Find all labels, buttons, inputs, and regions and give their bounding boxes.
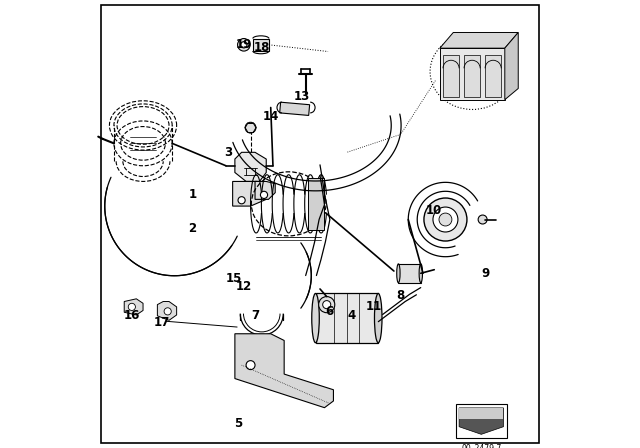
Circle shape bbox=[260, 191, 268, 198]
Circle shape bbox=[238, 197, 245, 204]
Polygon shape bbox=[459, 408, 504, 435]
Polygon shape bbox=[157, 302, 177, 320]
Polygon shape bbox=[232, 181, 266, 206]
Circle shape bbox=[128, 303, 136, 310]
Text: 1: 1 bbox=[188, 188, 196, 202]
Polygon shape bbox=[440, 33, 518, 48]
Text: 5: 5 bbox=[234, 417, 243, 430]
Ellipse shape bbox=[397, 264, 400, 283]
Polygon shape bbox=[440, 48, 505, 99]
Circle shape bbox=[433, 207, 458, 232]
Bar bbox=[443, 56, 459, 97]
Circle shape bbox=[319, 297, 335, 313]
Polygon shape bbox=[124, 299, 143, 315]
Polygon shape bbox=[235, 334, 333, 408]
Text: 16: 16 bbox=[124, 309, 140, 323]
Text: 6: 6 bbox=[325, 305, 333, 318]
Text: 13: 13 bbox=[294, 90, 310, 103]
Bar bbox=[464, 56, 480, 97]
Polygon shape bbox=[255, 181, 275, 199]
Ellipse shape bbox=[312, 293, 319, 343]
Circle shape bbox=[424, 198, 467, 241]
Text: 9: 9 bbox=[482, 267, 490, 280]
Text: 4: 4 bbox=[348, 309, 355, 323]
Circle shape bbox=[164, 308, 172, 315]
Text: 19: 19 bbox=[236, 38, 252, 52]
Text: 8: 8 bbox=[397, 289, 404, 302]
Text: 11: 11 bbox=[365, 300, 382, 314]
Polygon shape bbox=[505, 33, 518, 99]
Bar bbox=[253, 39, 269, 51]
Text: 15: 15 bbox=[226, 272, 242, 285]
Text: 00_2479.7: 00_2479.7 bbox=[461, 444, 501, 448]
Bar bbox=[280, 102, 310, 116]
Text: 14: 14 bbox=[262, 110, 279, 123]
Text: 12: 12 bbox=[236, 280, 252, 293]
Ellipse shape bbox=[419, 264, 422, 283]
Bar bbox=[316, 293, 378, 343]
Circle shape bbox=[241, 42, 247, 48]
Bar bbox=[485, 56, 501, 97]
Text: 10: 10 bbox=[426, 204, 442, 217]
Circle shape bbox=[323, 301, 331, 309]
Bar bbox=[308, 177, 324, 230]
Circle shape bbox=[245, 122, 256, 133]
Circle shape bbox=[478, 215, 487, 224]
Bar bbox=[398, 264, 421, 283]
Polygon shape bbox=[235, 152, 266, 181]
Text: 2: 2 bbox=[188, 222, 196, 235]
Polygon shape bbox=[459, 408, 504, 419]
Text: 7: 7 bbox=[251, 309, 259, 323]
Circle shape bbox=[246, 361, 255, 370]
Circle shape bbox=[237, 39, 250, 51]
Text: 17: 17 bbox=[154, 316, 170, 329]
Text: 18: 18 bbox=[253, 40, 270, 54]
Circle shape bbox=[439, 213, 452, 226]
Text: 3: 3 bbox=[224, 146, 232, 159]
Ellipse shape bbox=[374, 293, 382, 343]
Bar bbox=[456, 404, 507, 438]
